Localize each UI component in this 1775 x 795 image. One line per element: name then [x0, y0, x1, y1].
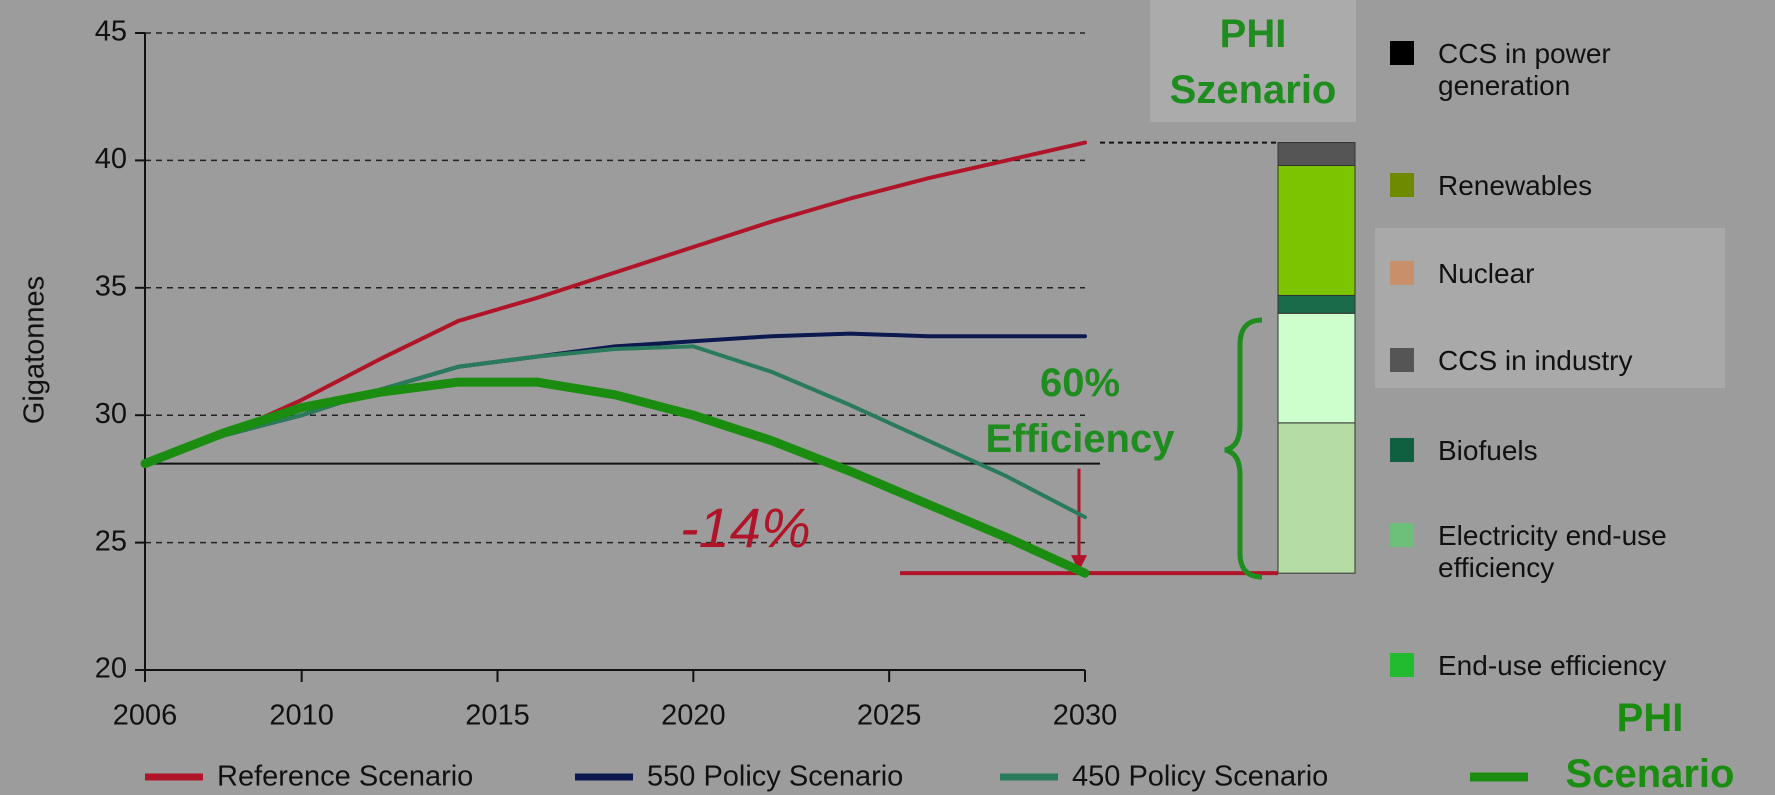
y-tick-label: 35 [95, 270, 127, 302]
x-tick-label: 2025 [857, 700, 922, 732]
series-line [143, 140, 1087, 466]
legend-swatch [1390, 523, 1414, 547]
series-line [140, 377, 1090, 578]
bar-segment [1277, 164, 1356, 296]
bar-segment [1277, 312, 1356, 424]
x-tick-label: 2010 [269, 700, 334, 732]
legend-swatch [1390, 653, 1414, 677]
legend-box [1375, 228, 1725, 388]
series-line [143, 344, 1087, 520]
label-box [1150, 0, 1356, 122]
bar-segment [1277, 142, 1356, 166]
arrow-head [1071, 555, 1087, 572]
x-tick-label: 2030 [1053, 700, 1118, 732]
legend-label: Electricity end-use efficiency [1438, 520, 1667, 583]
legend-swatch [1390, 41, 1414, 65]
brace [1224, 317, 1263, 580]
y-tick-label: 45 [95, 16, 127, 48]
legend-label: Nuclear [1438, 258, 1535, 289]
legend-label: 550 Policy Scenario [647, 761, 903, 793]
legend-label: 450 Policy Scenario [1072, 761, 1328, 793]
legend-label: End-use efficiency [1438, 650, 1667, 681]
legend-label: Reference Scenario [217, 761, 473, 793]
legend-label: PHI Scenario [1565, 696, 1735, 795]
y-tick-label: 25 [95, 525, 127, 557]
bar-segment [1277, 422, 1356, 574]
legend-label: CCS in power generation [1438, 38, 1611, 101]
y-tick-label: 30 [95, 398, 127, 430]
legend-swatch [1390, 173, 1414, 197]
share-label: 60% Efficiency [985, 361, 1175, 461]
legend-label: Biofuels [1438, 435, 1538, 466]
legend-label: CCS in industry [1438, 345, 1633, 376]
y-axis-label: Gigatonnes [19, 276, 51, 424]
legend-swatch [1390, 348, 1414, 372]
y-tick-label: 20 [95, 653, 127, 685]
legend-label: Renewables [1438, 170, 1593, 201]
y-tick-label: 40 [95, 143, 127, 175]
change-label: -14% [680, 496, 811, 559]
legend-swatch [1390, 438, 1414, 462]
legend-swatch [1390, 261, 1414, 285]
x-tick-label: 2015 [465, 700, 530, 732]
x-tick-label: 2006 [113, 700, 178, 732]
bar-segment [1277, 294, 1356, 314]
top-label: PHI Szenario [1169, 12, 1337, 112]
x-tick-label: 2020 [661, 700, 726, 732]
